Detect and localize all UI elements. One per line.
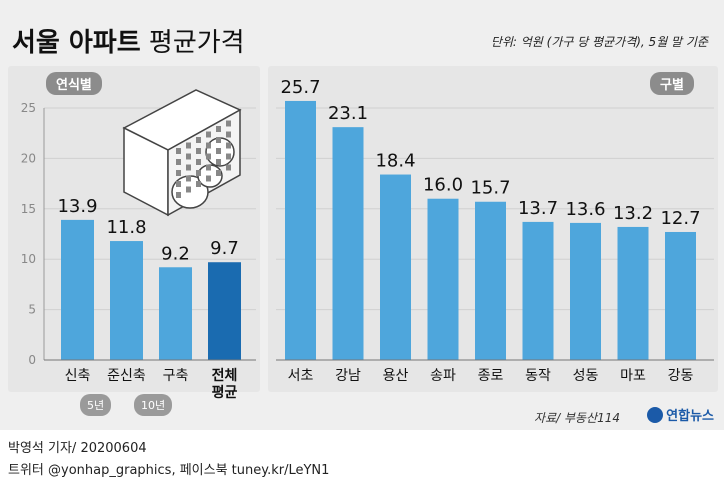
bar bbox=[522, 221, 554, 360]
building-window bbox=[186, 186, 191, 193]
logo-text: 연합뉴스 bbox=[666, 409, 714, 424]
note-5-years: 5년 bbox=[80, 394, 112, 416]
building-window bbox=[216, 126, 221, 132]
building-window bbox=[206, 164, 211, 171]
building-window bbox=[226, 164, 231, 171]
note-10-years: 10년 bbox=[134, 394, 173, 416]
x-tick-label: 종로 bbox=[478, 368, 504, 384]
building-window bbox=[216, 159, 221, 165]
x-tick-label: 동작 bbox=[525, 368, 551, 384]
data-label: 13.9 bbox=[57, 196, 97, 217]
x-tick-label: 용산 bbox=[383, 368, 409, 384]
building-window bbox=[176, 192, 181, 198]
bar bbox=[61, 219, 94, 360]
bar bbox=[380, 174, 411, 360]
y-tick-label: 20 bbox=[21, 151, 36, 165]
building-window bbox=[196, 170, 201, 176]
building-window bbox=[176, 148, 181, 154]
building-window bbox=[176, 159, 181, 165]
x-tick-label: 구축 bbox=[163, 368, 189, 384]
building-window bbox=[196, 181, 201, 187]
building-window bbox=[206, 142, 211, 149]
data-label: 9.7 bbox=[210, 238, 239, 259]
logo-mark-icon bbox=[647, 406, 664, 423]
y-tick-label: 10 bbox=[21, 252, 36, 266]
bar bbox=[285, 100, 316, 360]
x-tick-label: 전체 bbox=[212, 367, 238, 384]
panel-label-by-age: 연식별 bbox=[46, 72, 102, 95]
y-tick-label: 15 bbox=[21, 202, 36, 216]
building-window bbox=[176, 181, 181, 187]
yonhap-logo: 연합뉴스 bbox=[647, 405, 714, 424]
bar bbox=[110, 241, 143, 360]
data-label: 13.2 bbox=[613, 203, 653, 224]
y-tick-label: 25 bbox=[21, 101, 36, 115]
data-label: 25.7 bbox=[280, 77, 320, 98]
building-window bbox=[196, 159, 201, 165]
bar bbox=[159, 267, 192, 360]
y-tick-label: 5 bbox=[28, 303, 36, 317]
data-label: 16.0 bbox=[423, 175, 463, 196]
bar bbox=[427, 198, 459, 360]
x-tick-label: 평균 bbox=[212, 384, 238, 401]
title-light: 평균가격 bbox=[148, 28, 245, 58]
byline: 박영석 기자/ 20200604 bbox=[8, 441, 147, 456]
unit-note: 단위: 억원 (가구 당 평균가격), 5월 말 기준 bbox=[490, 35, 708, 49]
building-window bbox=[186, 142, 191, 149]
panel-label-by-district: 구별 bbox=[650, 72, 694, 95]
building-window bbox=[186, 153, 191, 160]
social-credit: 트위터 @yonhap_graphics, 페이스북 tuney.kr/LeYN… bbox=[8, 463, 330, 478]
building-window bbox=[216, 137, 221, 143]
data-label: 18.4 bbox=[375, 151, 415, 172]
building-window bbox=[216, 148, 221, 154]
apartment-moneybag-illustration bbox=[122, 89, 242, 217]
data-label: 11.8 bbox=[106, 217, 146, 238]
building-window bbox=[226, 153, 231, 160]
bar bbox=[208, 262, 241, 360]
data-label: 12.7 bbox=[660, 208, 700, 229]
y-tick-label: 0 bbox=[28, 353, 36, 367]
bar bbox=[617, 226, 649, 360]
building-window bbox=[196, 148, 201, 154]
bar bbox=[665, 231, 696, 360]
bar bbox=[332, 127, 364, 360]
building-window bbox=[216, 170, 221, 176]
x-tick-label: 준신축 bbox=[107, 368, 146, 384]
building-window bbox=[176, 170, 181, 176]
x-tick-label: 강동 bbox=[668, 368, 694, 384]
data-label: 15.7 bbox=[470, 178, 510, 199]
x-tick-label: 신축 bbox=[65, 368, 91, 384]
data-label: 13.6 bbox=[565, 199, 605, 220]
x-tick-label: 마포 bbox=[620, 368, 646, 384]
source-note: 자료/ 부동산114 bbox=[534, 411, 620, 425]
x-tick-label: 송파 bbox=[430, 368, 456, 384]
building-window bbox=[226, 131, 231, 138]
chart-title: 서울 아파트 평균가격 bbox=[12, 22, 245, 59]
building-window bbox=[206, 153, 211, 160]
x-tick-label: 서초 bbox=[288, 368, 314, 384]
building-window bbox=[226, 142, 231, 149]
building-window bbox=[206, 131, 211, 138]
building-window bbox=[186, 164, 191, 171]
title-bold: 서울 아파트 bbox=[12, 28, 141, 58]
data-label: 9.2 bbox=[161, 243, 190, 264]
building-window bbox=[196, 137, 201, 143]
building-window bbox=[186, 175, 191, 182]
bar bbox=[475, 201, 506, 360]
x-tick-label: 강남 bbox=[335, 368, 361, 384]
data-label: 23.1 bbox=[328, 103, 368, 124]
x-tick-label: 성동 bbox=[573, 368, 599, 384]
building-window bbox=[226, 120, 231, 127]
bar bbox=[570, 222, 601, 360]
data-label: 13.7 bbox=[518, 198, 558, 219]
building-window bbox=[206, 175, 211, 182]
